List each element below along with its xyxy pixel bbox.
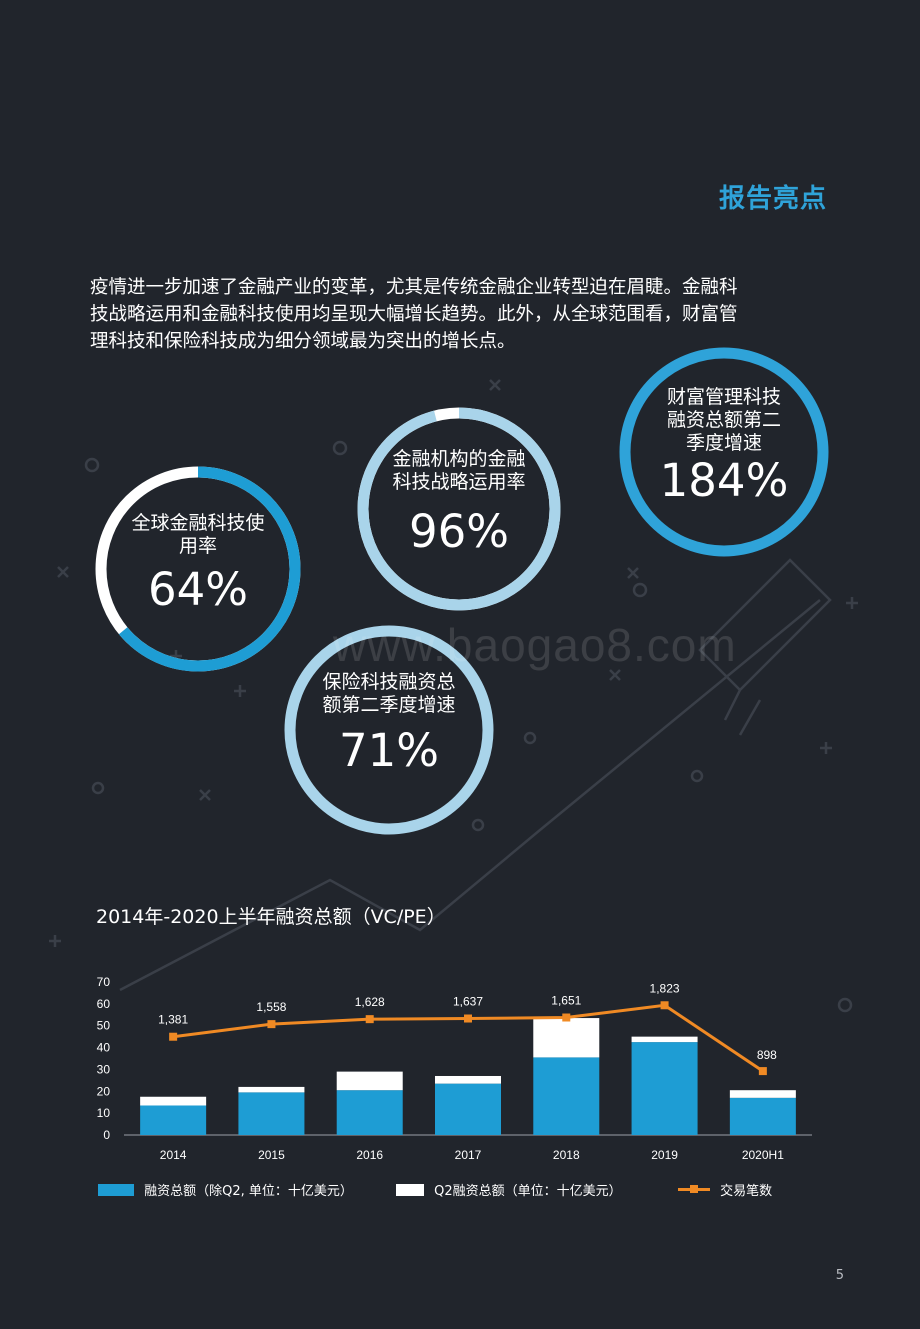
- y-tick-label: 50: [97, 1019, 111, 1033]
- stat-global-fintech: 全球金融科技使 用率 64%: [108, 512, 288, 616]
- intro-line: 理科技和保险科技成为细分领域最为突出的增长点。: [90, 331, 516, 352]
- deal-count-label: 898: [757, 1048, 777, 1062]
- deal-count-marker: [660, 1001, 669, 1010]
- stat-label: 全球金融科技使: [131, 512, 265, 534]
- bar-funding: [435, 1083, 501, 1135]
- ring-global-fintech-progress: [95, 466, 301, 672]
- bar-q2-funding: [729, 1090, 796, 1098]
- deal-count-label: 1,637: [453, 995, 483, 1009]
- stat-wealthtech: 财富管理科技 融资总额第二 季度增速 184%: [634, 386, 814, 507]
- stat-value: 64%: [147, 563, 249, 616]
- x-tick-label: 2014: [160, 1148, 187, 1162]
- legend-item-q2: Q2融资总额（单位：十亿美元）: [396, 1180, 622, 1199]
- stat-label: 季度增速: [685, 432, 762, 454]
- x-tick-label: 2019: [651, 1148, 678, 1162]
- intro-line: 技战略运用和金融科技使用均呈现大幅增长趋势。此外，从全球范围看，财富管: [90, 304, 738, 325]
- y-tick-label: 0: [103, 1128, 110, 1142]
- section-title: 报告亮点: [718, 184, 827, 214]
- stat-label: 额第二季度增速: [322, 694, 456, 716]
- bar-funding: [140, 1105, 207, 1135]
- ring-strategy-progress: [357, 407, 561, 611]
- x-tick-label: 2020H1: [742, 1148, 784, 1162]
- legend-label: Q2融资总额（单位：十亿美元）: [434, 1184, 622, 1199]
- bar-q2-funding: [140, 1096, 207, 1106]
- legend-swatch-line: [678, 1185, 710, 1193]
- deal-count-marker: [365, 1015, 374, 1024]
- y-tick-label: 20: [97, 1084, 111, 1098]
- deal-count-label: 1,628: [355, 995, 385, 1009]
- ring-insurtech: [284, 625, 494, 835]
- x-tick-label: 2016: [356, 1148, 383, 1162]
- stat-label: 保险科技融资总: [322, 671, 456, 693]
- legend-item-deals: 交易笔数: [678, 1180, 772, 1199]
- bar-q2-funding: [336, 1071, 403, 1091]
- stat-label: 财富管理科技: [666, 386, 781, 408]
- stat-strategy: 金融机构的金融 科技战略运用率 96%: [369, 448, 549, 558]
- legend-swatch-white: [396, 1183, 424, 1196]
- deal-count-marker: [169, 1032, 178, 1041]
- chart-title: 2014年-2020上半年融资总额（VC/PE）: [96, 906, 446, 928]
- intro-line: 疫情进一步加速了金融产业的变革，尤其是传统金融企业转型迫在眉睫。金融科: [90, 277, 738, 298]
- stat-label: 融资总额第二: [666, 409, 781, 431]
- deal-count-label: 1,381: [158, 1013, 188, 1027]
- y-tick-label: 10: [97, 1106, 111, 1120]
- bar-q2-funding: [631, 1036, 698, 1043]
- deal-count-marker: [464, 1014, 472, 1023]
- y-tick-label: 70: [97, 975, 111, 989]
- legend-swatch-blue: [98, 1183, 134, 1196]
- legend-label: 融资总额（除Q2, 单位：十亿美元）: [144, 1184, 353, 1199]
- watermark: www.baogao8.com: [333, 619, 737, 671]
- stat-label: 金融机构的金融: [392, 448, 526, 470]
- x-tick-label: 2015: [258, 1148, 285, 1162]
- bar-funding: [729, 1097, 796, 1135]
- stat-label: 科技战略运用率: [392, 471, 526, 493]
- funding-chart: 0 10 20 30 40 50 60 70 2014 2015 2016 2017 2018 2019 2…: [97, 975, 812, 1162]
- y-tick-label: 30: [97, 1062, 111, 1076]
- legend-label: 交易笔数: [720, 1184, 773, 1199]
- stat-insurtech: 保险科技融资总 额第二季度增速 71%: [299, 671, 479, 777]
- stat-value: 184%: [659, 454, 789, 507]
- page-number: 5: [835, 1268, 844, 1283]
- bar-funding: [238, 1092, 305, 1135]
- stat-value: 71%: [338, 724, 440, 777]
- stat-value: 96%: [408, 505, 510, 558]
- intro-paragraph: 疫情进一步加速了金融产业的变革，尤其是传统金融企业转型迫在眉睫。金融科 技战略运…: [90, 274, 830, 355]
- y-tick-label: 60: [97, 997, 111, 1011]
- x-tick-label: 2018: [553, 1148, 580, 1162]
- bar-funding: [336, 1090, 403, 1135]
- deal-count-label: 1,823: [650, 981, 680, 995]
- y-tick-label: 40: [97, 1041, 111, 1055]
- stat-label: 用率: [178, 535, 217, 557]
- ring-wealthtech: [619, 347, 829, 557]
- legend-item-funding: 融资总额（除Q2, 单位：十亿美元）: [98, 1180, 353, 1199]
- bar-funding: [533, 1057, 600, 1135]
- deal-count-label: 1,651: [551, 994, 581, 1008]
- deal-count-marker: [758, 1067, 767, 1076]
- bar-q2-funding: [435, 1075, 501, 1084]
- x-tick-label: 2017: [455, 1148, 482, 1162]
- deal-count-label: 1,558: [256, 1000, 286, 1014]
- deal-count-marker: [562, 1013, 571, 1022]
- bar-q2-funding: [238, 1086, 305, 1093]
- bar-funding: [631, 1042, 698, 1135]
- bar-q2-funding: [533, 1018, 600, 1058]
- deal-count-marker: [267, 1020, 276, 1029]
